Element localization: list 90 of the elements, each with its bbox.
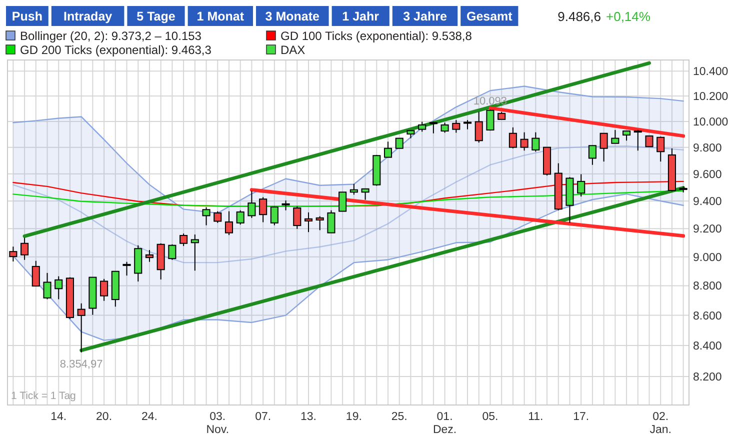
x-tick-label: 14. xyxy=(50,411,67,423)
candlestick xyxy=(259,196,268,223)
candlestick xyxy=(304,212,313,233)
candlestick xyxy=(214,210,222,224)
candlestick xyxy=(202,206,210,226)
candlestick xyxy=(418,121,426,132)
candlestick xyxy=(645,135,654,148)
x-tick-label: 13. xyxy=(300,411,316,423)
candlestick xyxy=(122,261,131,276)
candlestick xyxy=(282,200,290,211)
text: +0,14% xyxy=(606,9,651,24)
candlestick xyxy=(463,120,472,130)
x-tick-label: 05. xyxy=(482,411,498,423)
candlestick xyxy=(168,244,176,260)
y-tick-label: 9.200 xyxy=(693,224,722,236)
y-tick-label: 10.000 xyxy=(693,116,728,128)
candlestick xyxy=(395,138,404,149)
candlestick xyxy=(32,260,40,287)
candlestick xyxy=(611,129,620,144)
candlestick xyxy=(508,126,517,149)
candlestick xyxy=(316,216,324,231)
y-tick-label: 9.600 xyxy=(693,168,722,181)
line-series xyxy=(12,86,684,214)
text: Intraday xyxy=(63,10,112,24)
x-tick-label: 20. xyxy=(96,411,112,423)
legend-label: GD 200 Ticks (exponential): 9.463,3 xyxy=(20,43,212,57)
x-tick-label: 01. Dez. xyxy=(432,411,457,434)
candlestick xyxy=(452,120,460,134)
candlestick xyxy=(656,136,665,162)
text: 3 Jahre xyxy=(403,10,447,24)
candlestick xyxy=(350,183,358,196)
x-tick-label: 17. xyxy=(573,411,590,423)
candlestick xyxy=(236,210,244,226)
x-tick-label: 24. xyxy=(141,411,158,423)
candlestick xyxy=(100,278,108,302)
annotation: 10.093 xyxy=(473,96,508,108)
candlestick xyxy=(20,237,29,260)
text: 1 Jahr xyxy=(342,10,380,24)
text: Gesamt xyxy=(466,10,514,24)
y-tick-label: 8.800 xyxy=(693,280,722,293)
annotation: 8.354,97 xyxy=(60,358,103,370)
y-tick-label: 9.800 xyxy=(693,142,722,154)
candlestick xyxy=(532,132,540,152)
y-tick-label: 8.600 xyxy=(693,310,722,322)
candlestick xyxy=(384,141,392,158)
candlestick xyxy=(293,206,302,230)
x-tick-label: 07. xyxy=(255,411,272,423)
text: 9.486,6 xyxy=(558,9,601,24)
candlestick xyxy=(180,233,188,247)
candlestick xyxy=(361,188,370,200)
candlestick xyxy=(224,210,234,236)
candlestick xyxy=(270,206,278,226)
x-tick-label: 25. xyxy=(391,411,408,423)
candlestick xyxy=(600,132,608,162)
candlestick xyxy=(43,272,52,300)
annotation: 1 Tick = 1 Tag xyxy=(11,390,76,402)
y-tick-label: 10.400 xyxy=(693,66,728,78)
candlestick xyxy=(474,111,483,144)
x-tick-label: 19. xyxy=(346,411,362,423)
text: 1 Monat xyxy=(196,10,245,24)
candlestick xyxy=(248,190,256,218)
x-tick-label: 11. xyxy=(528,411,544,423)
y-tick-label: 10.200 xyxy=(693,91,728,104)
text: 3 Monate xyxy=(265,10,320,24)
candlestick xyxy=(634,129,642,152)
text: Push xyxy=(12,10,42,24)
candlestick xyxy=(77,302,86,353)
x-tick-label: 02. Jan. xyxy=(650,411,672,434)
candlestick xyxy=(190,234,199,272)
candlestick xyxy=(440,122,449,134)
candlestick xyxy=(9,246,18,262)
legend-label: Bollinger (20, 2): 9.373,2 – 10.153 xyxy=(20,29,202,43)
candlestick xyxy=(588,145,596,166)
legend-label: GD 100 Ticks (exponential): 9.538,8 xyxy=(280,29,472,43)
text: 5 Tage xyxy=(136,10,176,24)
y-tick-label: 8.200 xyxy=(693,371,722,384)
y-tick-label: 9.400 xyxy=(693,196,722,208)
candlestick xyxy=(486,109,494,132)
candlestick xyxy=(338,192,347,212)
candlestick xyxy=(145,250,154,262)
candlestick xyxy=(622,130,631,142)
y-tick-label: 9.000 xyxy=(693,252,722,264)
x-tick-label: 03. Nov. xyxy=(206,411,230,434)
candlestick xyxy=(520,132,528,152)
candlestick xyxy=(327,210,336,234)
candlestick xyxy=(429,121,438,134)
candlestick xyxy=(54,276,63,300)
candlestick xyxy=(577,174,586,197)
legend-label: DAX xyxy=(280,43,306,57)
y-tick-label: 8.400 xyxy=(693,340,722,353)
